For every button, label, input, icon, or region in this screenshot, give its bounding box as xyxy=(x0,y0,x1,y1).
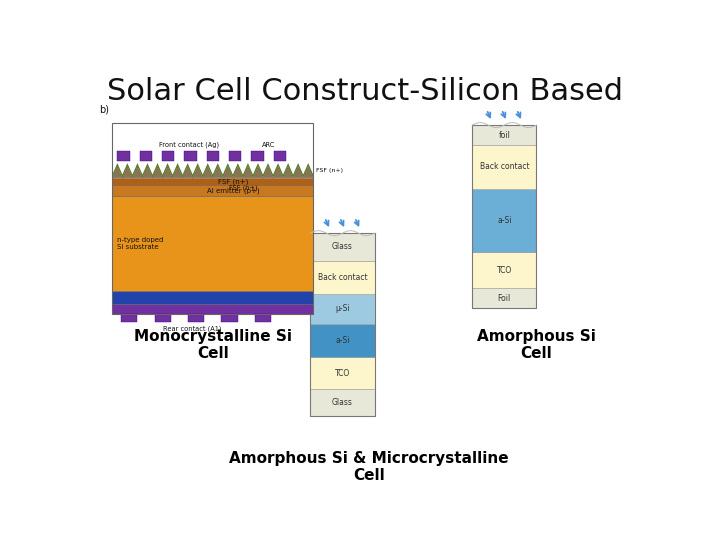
Text: Monocrystalline Si
Cell: Monocrystalline Si Cell xyxy=(134,329,292,361)
Bar xyxy=(310,357,374,389)
Bar xyxy=(112,195,313,291)
Text: foil: foil xyxy=(498,131,510,139)
Bar xyxy=(162,151,174,161)
Text: a-Si: a-Si xyxy=(336,336,350,345)
Text: FSF (n+): FSF (n+) xyxy=(217,178,248,185)
Text: Foil: Foil xyxy=(498,294,511,302)
Bar xyxy=(112,123,313,314)
Bar xyxy=(274,151,286,161)
Text: Solar Cell Construct-Silicon Based: Solar Cell Construct-Silicon Based xyxy=(107,77,623,106)
Bar xyxy=(310,389,374,416)
Text: Al emitter (p+): Al emitter (p+) xyxy=(207,187,259,194)
Bar xyxy=(472,125,536,145)
Bar xyxy=(310,294,374,323)
Bar xyxy=(140,151,152,161)
Text: b): b) xyxy=(99,104,109,114)
Text: TCO: TCO xyxy=(335,368,350,377)
Bar xyxy=(112,178,313,185)
Text: Amorphous Si & Microcrystalline
Cell: Amorphous Si & Microcrystalline Cell xyxy=(229,451,509,483)
Text: Back contact: Back contact xyxy=(480,163,529,171)
Text: FSF (n+): FSF (n+) xyxy=(316,168,343,173)
Bar xyxy=(184,151,197,161)
Bar xyxy=(112,291,313,304)
Bar xyxy=(472,188,536,252)
Bar xyxy=(112,185,313,195)
Text: Glass: Glass xyxy=(332,398,353,407)
Text: n-type doped
Si substrate: n-type doped Si substrate xyxy=(117,237,163,250)
Text: Glass: Glass xyxy=(332,242,353,251)
Bar xyxy=(121,314,137,322)
Bar xyxy=(207,151,219,161)
Bar xyxy=(310,233,374,416)
Bar xyxy=(310,233,374,260)
Bar xyxy=(255,314,271,322)
Bar xyxy=(117,151,130,161)
Text: μ-Si: μ-Si xyxy=(336,305,350,313)
Bar xyxy=(229,151,241,161)
Bar xyxy=(310,260,374,294)
Bar xyxy=(472,145,536,188)
Bar xyxy=(222,314,238,322)
Text: Back contact: Back contact xyxy=(318,273,367,282)
Bar xyxy=(112,304,313,314)
Bar xyxy=(188,314,204,322)
Bar xyxy=(472,252,536,288)
Text: FSF (n+): FSF (n+) xyxy=(228,184,257,191)
Text: Amorphous Si
Cell: Amorphous Si Cell xyxy=(477,329,596,361)
Text: a-Si: a-Si xyxy=(497,216,512,225)
Bar xyxy=(472,125,536,308)
Bar xyxy=(251,151,264,161)
Text: Front contact (Ag): Front contact (Ag) xyxy=(158,141,219,147)
Bar xyxy=(155,314,171,322)
Bar xyxy=(472,288,536,308)
Text: Rear contact (A1): Rear contact (A1) xyxy=(163,326,222,333)
Text: ARC: ARC xyxy=(262,141,276,147)
Text: TCO: TCO xyxy=(497,266,512,275)
Bar xyxy=(310,323,374,357)
